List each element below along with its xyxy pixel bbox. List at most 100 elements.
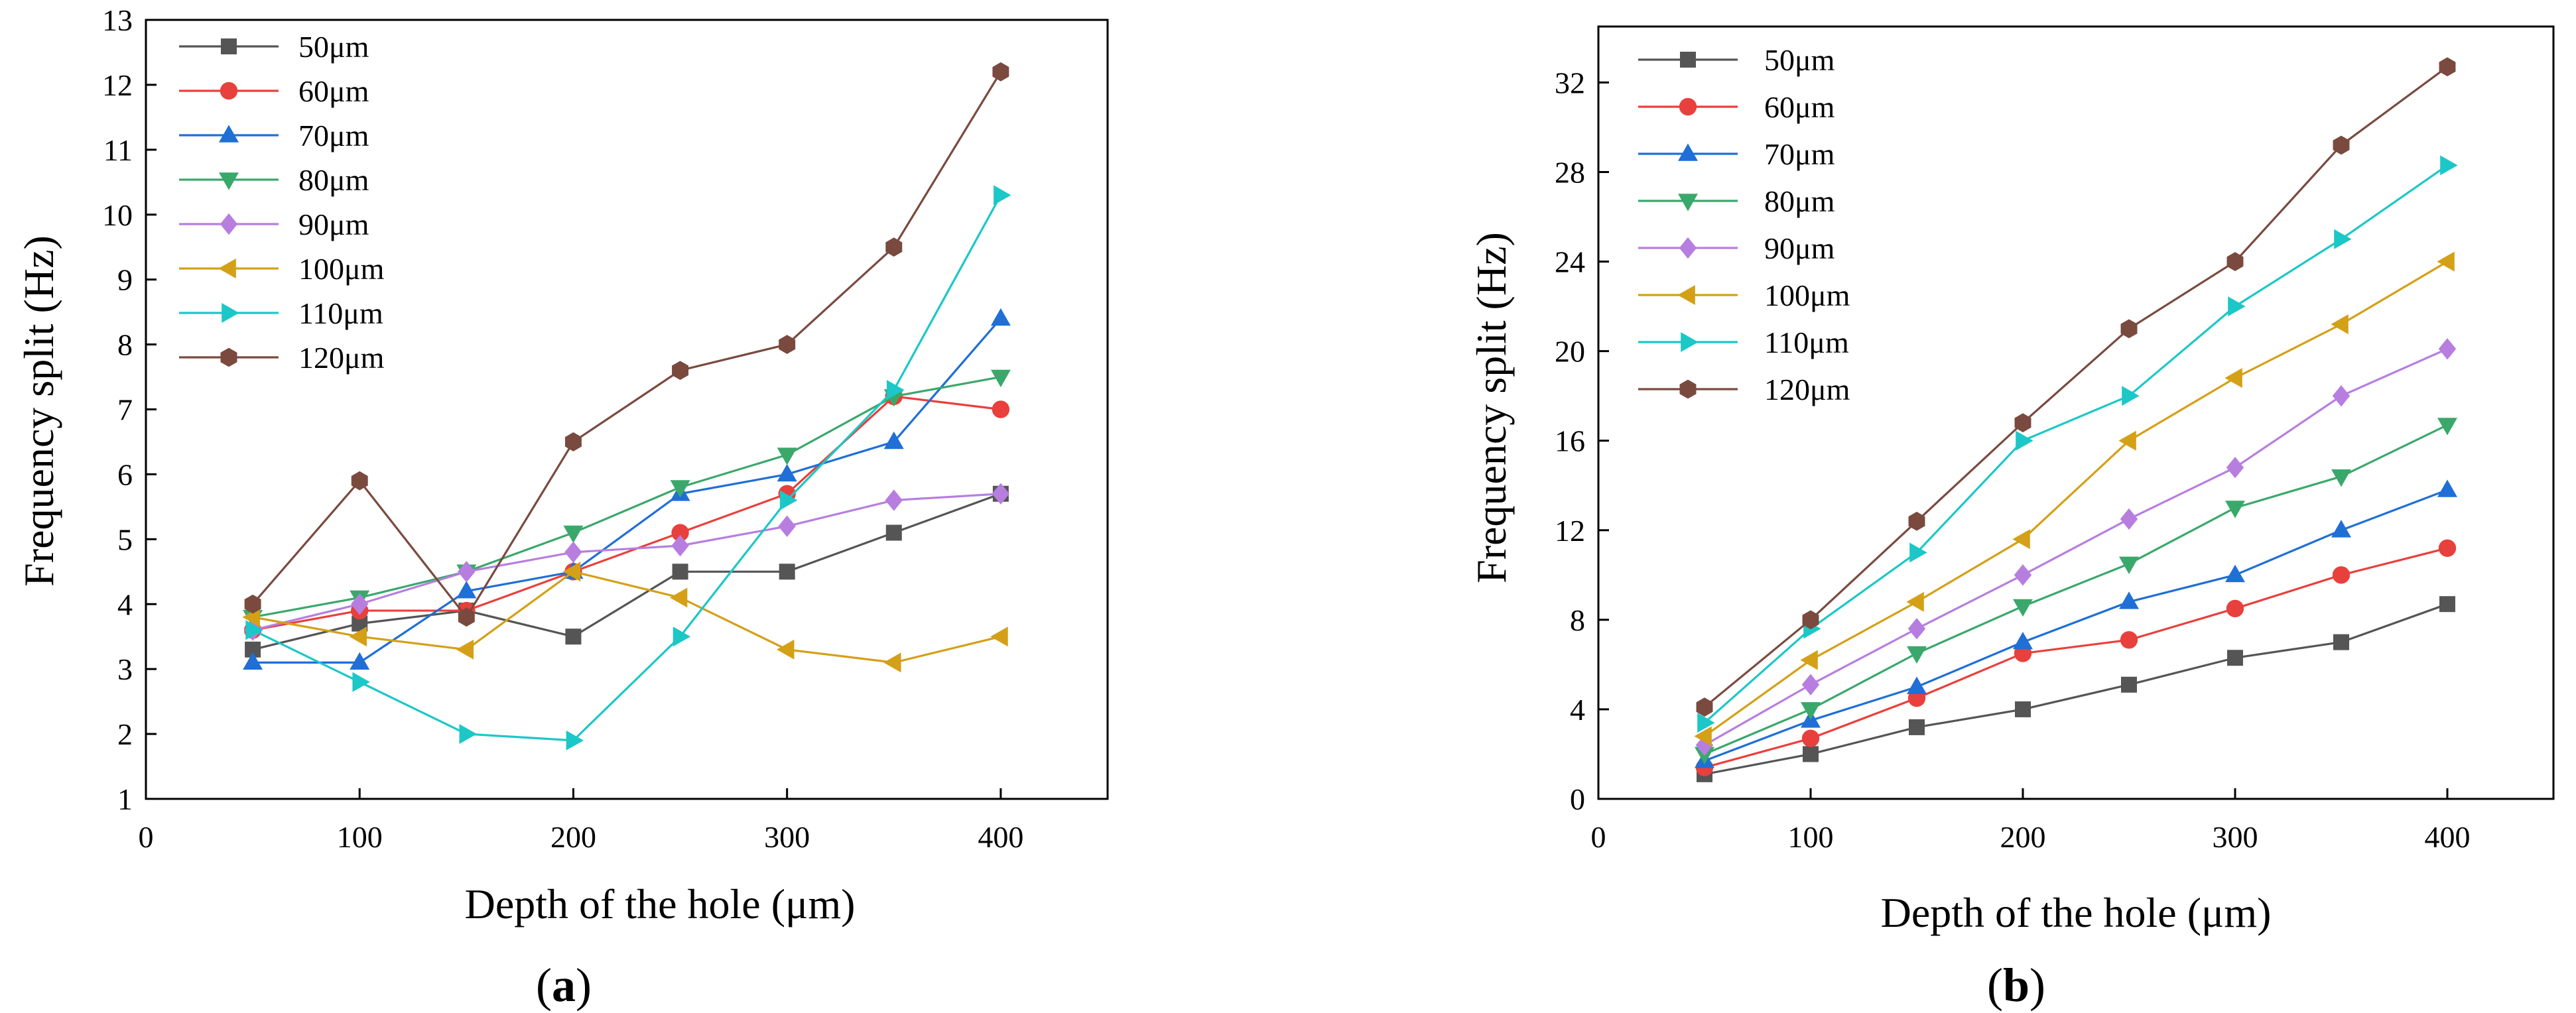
legend-marker [1678, 143, 1698, 161]
legend-marker [220, 347, 237, 367]
y-tick-label: 0 [1570, 782, 1585, 816]
legend-marker [1680, 52, 1696, 68]
data-point [886, 380, 905, 400]
y-tick-label: 32 [1555, 66, 1585, 99]
legend-marker [1677, 285, 1695, 305]
series-line [252, 493, 1001, 651]
y-tick-label: 24 [1555, 245, 1585, 279]
data-point [673, 626, 691, 647]
data-point [779, 490, 798, 510]
data-point [2438, 539, 2457, 557]
legend-label: 80μm [1764, 184, 1835, 218]
data-point [456, 581, 477, 599]
series-line [252, 570, 1001, 664]
data-point [2333, 634, 2349, 650]
data-point [1697, 713, 1715, 733]
y-tick-label: 12 [102, 68, 133, 102]
data-point [885, 524, 902, 541]
legend-label: 120μm [1764, 373, 1850, 406]
data-point [885, 489, 903, 511]
legend-label: 120μm [298, 341, 385, 375]
data-point [2226, 252, 2244, 271]
legend-label: 60μm [1764, 90, 1835, 124]
data-point [779, 335, 796, 354]
data-point [992, 62, 1009, 82]
data-point [777, 463, 797, 482]
data-point [2016, 430, 2033, 451]
data-point [2334, 229, 2352, 249]
data-point [883, 431, 904, 449]
data-point [2012, 529, 2030, 550]
data-point [1907, 676, 1927, 694]
data-point [778, 515, 796, 537]
y-tick-label: 1 [117, 782, 133, 816]
data-point [671, 524, 689, 542]
data-point [2332, 566, 2351, 584]
data-point [2333, 135, 2350, 155]
data-point [1906, 591, 1924, 612]
legend-label: 90μm [298, 208, 369, 241]
data-point [670, 480, 690, 498]
panel-label: (b) [1987, 959, 2045, 1012]
data-point [1908, 511, 1925, 531]
y-tick-label: 8 [1570, 603, 1585, 637]
series-line [1704, 489, 2448, 762]
y-tick-label: 13 [102, 3, 133, 37]
series-line [252, 375, 1001, 619]
legend-marker [1679, 97, 1697, 116]
data-point [2228, 296, 2246, 317]
x-tick-label: 400 [2425, 820, 2471, 854]
data-point [777, 447, 797, 465]
legend-marker [1679, 237, 1697, 259]
data-point [994, 185, 1011, 206]
data-point [2226, 599, 2244, 618]
data-point [990, 308, 1011, 326]
data-point [777, 639, 795, 660]
data-point [2121, 676, 2137, 693]
y-tick-label: 10 [102, 198, 133, 232]
data-point [1695, 734, 1714, 756]
data-point [2439, 57, 2456, 77]
data-point [1800, 650, 1818, 670]
y-tick-label: 4 [1570, 693, 1585, 727]
data-point [1801, 674, 1820, 695]
data-point [2331, 520, 2351, 538]
data-point [243, 652, 263, 670]
data-point [883, 652, 901, 673]
legend-label: 100μm [298, 252, 385, 286]
y-tick-label: 11 [103, 133, 133, 167]
data-point [2438, 338, 2457, 360]
y-tick-label: 2 [117, 717, 133, 751]
legend-marker [1678, 194, 1698, 211]
data-point [352, 672, 370, 692]
data-point [2120, 319, 2138, 339]
legend-label: 110μm [298, 296, 383, 330]
x-tick-label: 200 [2000, 820, 2046, 854]
x-tick-label: 300 [2213, 820, 2258, 854]
legend-label: 110μm [1764, 326, 1849, 359]
legend-marker [220, 213, 238, 235]
series-line [1704, 261, 2448, 737]
legend-marker [1679, 379, 1697, 399]
series-50μm [245, 485, 1009, 658]
y-tick-label: 6 [117, 457, 133, 491]
data-point [2118, 430, 2136, 451]
chart-panel-b: 0 100 200 300 400 0 4 8 12 16 20 24 28 32 Depth of the… [1468, 25, 2555, 1012]
data-point [669, 587, 688, 608]
legend-marker [222, 303, 239, 323]
data-point [242, 607, 260, 627]
data-point [351, 593, 369, 615]
data-point [350, 652, 370, 670]
series-line [252, 395, 1001, 631]
data-point [563, 525, 584, 544]
x-tick-label: 0 [1591, 820, 1606, 854]
x-tick-label: 100 [337, 820, 383, 854]
data-point [1801, 702, 1821, 720]
data-point [2119, 556, 2139, 575]
data-point [1909, 542, 1927, 563]
data-point [990, 626, 1008, 647]
data-point [564, 432, 582, 451]
y-tick-label: 9 [117, 263, 133, 297]
legend-label: 100μm [1764, 278, 1850, 312]
